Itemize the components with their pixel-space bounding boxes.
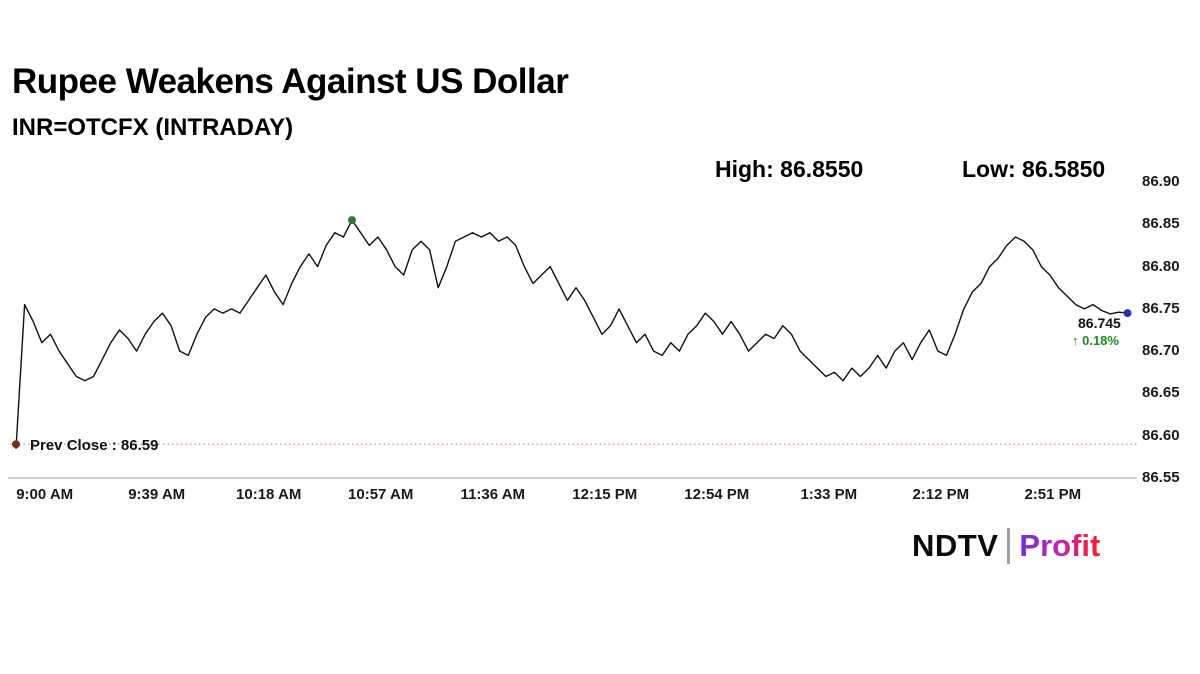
instrument-subtitle: INR=OTCFX (INTRADAY) <box>12 114 294 141</box>
y-tick-label: 86.65 <box>1142 384 1180 402</box>
y-tick-label: 86.70 <box>1142 342 1180 360</box>
y-tick-label: 86.55 <box>1142 469 1180 486</box>
low-label: Low: <box>962 156 1016 182</box>
x-tick-label: 2:51 PM <box>1024 486 1082 503</box>
last-marker <box>1123 309 1132 318</box>
page-title: Rupee Weakens Against US Dollar <box>12 62 569 101</box>
x-tick-label: 2:12 PM <box>912 486 970 503</box>
high-stat: High: 86.8550 <box>715 156 863 183</box>
high-marker <box>348 216 356 225</box>
x-tick-label: 10:57 AM <box>348 486 414 503</box>
x-tick-label: 12:15 PM <box>572 486 638 503</box>
x-tick-label: 9:00 AM <box>16 486 74 503</box>
x-tick-label: 9:39 AM <box>128 486 186 503</box>
price-line <box>15 219 1129 450</box>
y-tick-label: 86.80 <box>1142 257 1180 275</box>
logo-divider <box>1007 528 1011 564</box>
x-tick-label: 12:54 PM <box>684 486 750 503</box>
ndtv-profit-logo: NDTV Profit <box>912 528 1100 564</box>
y-tick-label: 86.75 <box>1142 299 1180 317</box>
high-label: High: <box>715 156 774 182</box>
prev-close-marker <box>12 440 20 449</box>
ndtv-logo-text: NDTV <box>912 528 999 563</box>
x-tick-label: 1:33 PM <box>800 486 858 503</box>
low-stat: Low: 86.5850 <box>962 156 1105 183</box>
prev-close-label: Prev Close : 86.59 <box>30 437 159 454</box>
y-tick-label: 86.85 <box>1142 215 1180 233</box>
x-tick-label: 10:18 AM <box>236 486 302 503</box>
low-value: 86.5850 <box>1022 156 1106 182</box>
last-change-label: ↑ 0.18% <box>1072 333 1119 348</box>
y-tick-label: 86.90 <box>1142 173 1180 190</box>
profit-logo-text: Profit <box>1019 528 1101 563</box>
last-price-label: 86.745 <box>1078 315 1121 331</box>
high-value: 86.8550 <box>780 156 864 182</box>
x-tick-label: 11:36 AM <box>460 486 526 503</box>
y-tick-label: 86.60 <box>1142 426 1180 444</box>
